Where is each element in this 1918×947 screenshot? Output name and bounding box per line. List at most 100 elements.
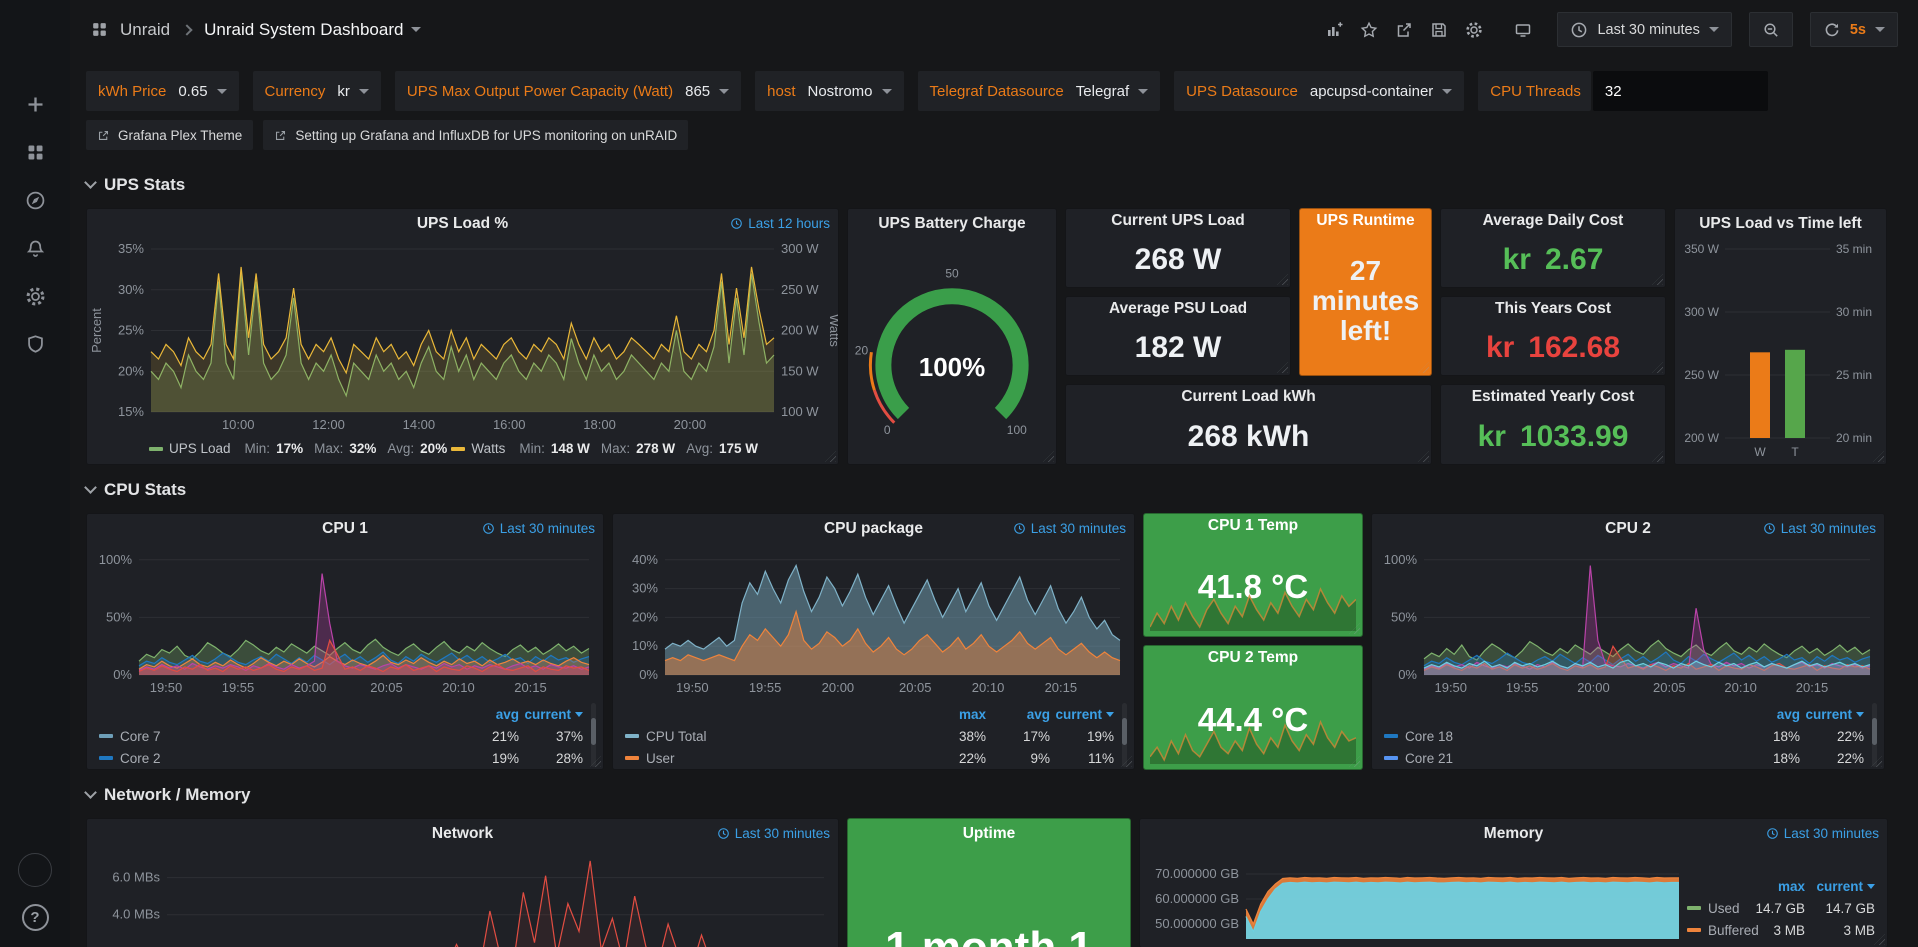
user-avatar[interactable] (18, 853, 52, 887)
variable-value[interactable]: apcupsd-container (1308, 71, 1464, 111)
legend-column-header[interactable]: avg (455, 707, 519, 722)
variable-ups-datasource[interactable]: UPS Datasource apcupsd-container (1174, 71, 1465, 111)
panel-title[interactable]: Average PSU Load (1108, 300, 1248, 317)
legend-column-header[interactable]: max (922, 707, 986, 722)
panel-resize-handle[interactable] (1277, 274, 1288, 285)
legend-column-header[interactable]: current (1800, 707, 1864, 722)
battery-gauge[interactable]: 0 20 50 100 100% (848, 239, 1056, 464)
panel-resize-handle[interactable] (590, 756, 601, 767)
variable-currency[interactable]: Currency kr (252, 71, 381, 111)
variable-ups-max-power[interactable]: UPS Max Output Power Capacity (Watt) 865 (394, 71, 742, 111)
panel-title[interactable]: Average Daily Cost (1482, 212, 1624, 229)
configuration-gear-icon[interactable] (25, 286, 46, 307)
legend-series-name[interactable]: Buffered (1687, 923, 1759, 938)
panel-title[interactable]: Current Load kWh (1181, 388, 1316, 405)
panel-resize-handle[interactable] (1418, 451, 1429, 462)
legend-column-header[interactable]: current (1805, 879, 1875, 894)
ups-load-chart[interactable]: 15% 20% 25% 30% 35% 100 W 150 W 200 W 250 W 300 W… (87, 239, 838, 436)
cpu-package-chart[interactable]: 0% 10% 20% 30% 40% 19:50 19:55 20:00 20:05 20:10 2… (613, 544, 1134, 699)
link-grafana-plex-theme[interactable]: Grafana Plex Theme (86, 120, 254, 150)
panel-title[interactable]: This Years Cost (1494, 300, 1611, 317)
panel-title[interactable]: CPU 2 (1605, 520, 1651, 537)
cpu1-chart[interactable]: 0% 50% 100% 19:50 19:55 20:00 20:05 20:10 20:15 (87, 544, 603, 699)
panel-resize-handle[interactable] (1277, 362, 1288, 373)
panel-resize-handle[interactable] (1652, 451, 1663, 462)
apps-grid-icon[interactable] (90, 20, 109, 39)
panel-title[interactable]: UPS Load vs Time left (1699, 215, 1862, 232)
panel-title[interactable]: CPU 1 (322, 520, 368, 537)
breadcrumb-folder[interactable]: Unraid (120, 19, 171, 39)
alerting-bell-icon[interactable] (25, 238, 46, 259)
panel-resize-handle[interactable] (1871, 756, 1882, 767)
memory-chart[interactable]: 50.000000 GB 60.000000 GB 70.000000 GB (1140, 849, 1687, 947)
panel-title[interactable]: CPU 2 Temp (1207, 649, 1299, 666)
panel-title[interactable]: CPU 1 Temp (1207, 517, 1299, 534)
panel-title[interactable]: Network (431, 825, 494, 842)
tv-kiosk-icon[interactable] (1514, 21, 1532, 39)
panel-title[interactable]: UPS Load % (416, 215, 509, 232)
admin-shield-icon[interactable] (25, 334, 46, 355)
variable-value[interactable]: 865 (683, 71, 741, 111)
legend-series[interactable]: UPS Load Min: 17% Max: 32% Avg: 20% (149, 441, 447, 456)
dashboard-title[interactable]: Unraid System Dashboard (204, 20, 422, 40)
legend-series-name[interactable]: Core 7 (99, 729, 455, 744)
share-icon[interactable] (1395, 21, 1413, 39)
legend-column-header[interactable]: avg (1736, 707, 1800, 722)
variable-value[interactable]: Telegraf (1074, 71, 1160, 111)
cpu2-chart[interactable]: 0% 50% 100% 19:50 19:55 20:00 20:05 20:10 20:15 (1372, 544, 1884, 699)
ups-bar-chart[interactable]: 200 W 250 W 300 W 350 W 20 min 25 min 30 min 35… (1675, 239, 1886, 464)
panel-resize-handle[interactable] (1652, 274, 1663, 285)
panel-title[interactable]: Memory (1483, 825, 1544, 842)
dashboard-settings-gear-icon[interactable] (1465, 21, 1483, 39)
legend-scrollbar-thumb[interactable] (1122, 718, 1127, 746)
legend-series-name[interactable]: User (625, 751, 922, 766)
panel-title[interactable]: UPS Runtime (1316, 212, 1415, 229)
add-panel-icon[interactable] (1325, 21, 1343, 39)
panel-resize-handle[interactable] (1873, 451, 1884, 462)
panel-title[interactable]: Estimated Yearly Cost (1471, 388, 1635, 405)
panel-resize-handle[interactable] (1349, 623, 1360, 634)
panel-resize-handle[interactable] (1652, 362, 1663, 373)
legend-scrollbar-thumb[interactable] (1872, 718, 1877, 746)
legend-series-name[interactable]: Core 2 (99, 751, 455, 766)
star-icon[interactable] (1360, 21, 1378, 39)
legend-column-header[interactable]: avg (986, 707, 1050, 722)
panel-resize-handle[interactable] (1121, 756, 1132, 767)
variable-value[interactable]: 0.65 (176, 71, 238, 111)
help-icon[interactable]: ? (21, 904, 49, 931)
variable-host[interactable]: host Nostromo (755, 71, 904, 111)
network-chart[interactable]: 2.0 MBs 4.0 MBs 6.0 MBs (87, 849, 838, 947)
legend-series-name[interactable]: Core 18 (1384, 729, 1736, 744)
legend-column-header[interactable]: current (519, 707, 583, 722)
dashboards-grid-icon[interactable] (25, 142, 46, 163)
grafana-logo-icon[interactable] (16, 10, 54, 48)
legend-scrollbar-thumb[interactable] (591, 718, 596, 746)
time-picker-button[interactable]: Last 30 minutes (1557, 12, 1732, 47)
row-header-ups-stats[interactable]: UPS Stats (84, 170, 185, 200)
legend-scrollbar[interactable] (591, 703, 596, 767)
legend-series-name[interactable]: CPU Total (625, 729, 922, 744)
panel-title[interactable]: CPU package (823, 520, 924, 537)
link-ups-monitoring-guide[interactable]: Setting up Grafana and InfluxDB for UPS … (263, 120, 689, 150)
legend-column-header[interactable]: max (1735, 879, 1805, 894)
save-icon[interactable] (1430, 21, 1448, 39)
legend-series[interactable]: Watts Min: 148 W Max: 278 W Avg: 175 W (451, 441, 758, 456)
create-plus-icon[interactable] (25, 94, 46, 115)
variable-value[interactable]: Nostromo (806, 71, 904, 111)
legend-series-name[interactable]: Core 21 (1384, 751, 1736, 766)
panel-title[interactable]: Uptime (962, 825, 1016, 842)
cpu-threads-input[interactable] (1592, 71, 1768, 111)
variable-value[interactable]: kr (335, 71, 381, 111)
legend-scrollbar[interactable] (1122, 703, 1127, 767)
legend-series-name[interactable]: Used (1687, 901, 1740, 916)
panel-resize-handle[interactable] (1418, 362, 1429, 373)
refresh-button[interactable]: 5s (1809, 12, 1898, 47)
panel-resize-handle[interactable] (1874, 934, 1885, 945)
variable-kwh-price[interactable]: kWh Price 0.65 (86, 71, 239, 111)
panel-title[interactable]: UPS Battery Charge (878, 215, 1026, 232)
row-header-cpu-stats[interactable]: CPU Stats (84, 475, 186, 505)
legend-column-header[interactable]: current (1050, 707, 1114, 722)
variable-telegraf-datasource[interactable]: Telegraf Datasource Telegraf (917, 71, 1161, 111)
panel-resize-handle[interactable] (825, 451, 836, 462)
panel-title[interactable]: Current UPS Load (1111, 212, 1245, 229)
